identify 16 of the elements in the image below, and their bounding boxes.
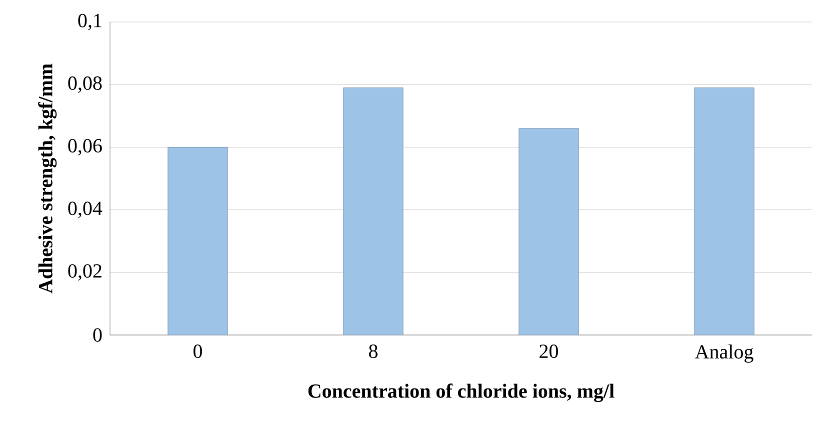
y-tick-label: 0,06	[68, 139, 102, 156]
x-tick-label: Analog	[695, 344, 754, 363]
y-tick-label: 0,02	[68, 264, 102, 281]
y-tick-label: 0	[93, 328, 102, 342]
bar	[168, 147, 228, 335]
y-axis-title: Adhesive strength, kgf/mm	[38, 64, 57, 294]
bar	[694, 88, 754, 335]
y-tick-label: 0,1	[78, 14, 102, 30]
x-tick-label: 0	[194, 344, 202, 358]
bar	[518, 128, 579, 335]
y-tick-label: 0,04	[68, 202, 102, 218]
bar	[343, 88, 404, 335]
y-tick-label: 0,08	[68, 76, 102, 93]
x-axis-title: Concentration of chloride ions, mg/l	[308, 384, 614, 402]
x-tick-label: 8	[369, 344, 378, 358]
x-tick-label: 20	[540, 344, 558, 358]
